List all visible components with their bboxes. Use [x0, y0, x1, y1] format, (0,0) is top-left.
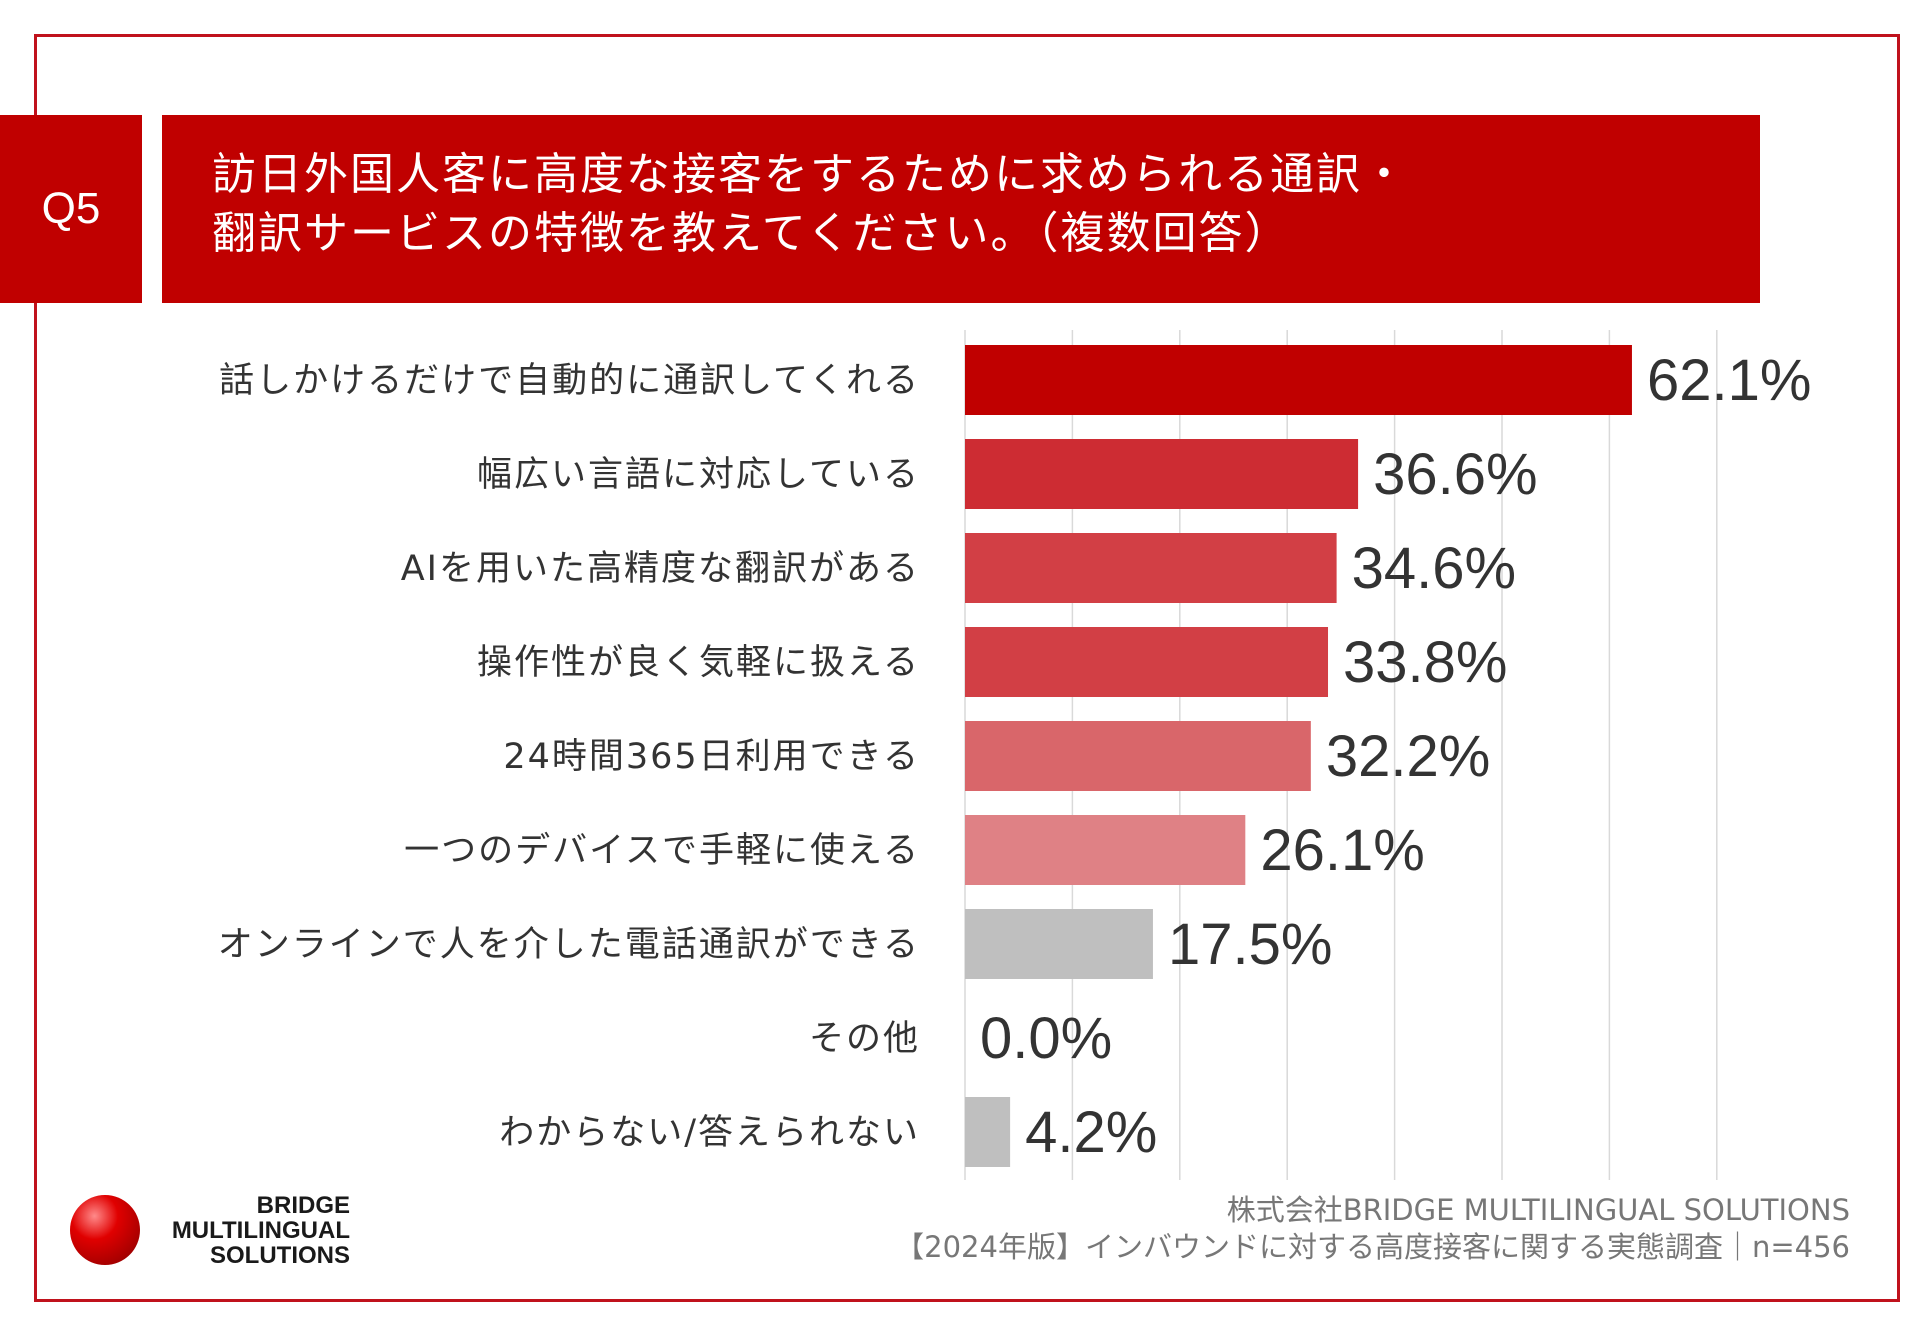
logo-text-line2: MULTILINGUAL [171, 1217, 350, 1244]
category-label: 幅広い言語に対応している [477, 455, 920, 495]
logo-text-line1: BRIDGE [256, 1192, 350, 1219]
question-title-line2: 翻訳サービスの特徴を教えてください。（複数回答） [212, 208, 1291, 259]
logo-sphere-icon [70, 1195, 140, 1265]
question-title-line1: 訪日外国人客に高度な接客をするために求められる通訳・ [212, 149, 1408, 200]
bar [965, 627, 1329, 697]
bar [965, 909, 1153, 979]
question-badge: Q5 [0, 115, 142, 303]
value-label: 0.0% [980, 1006, 1112, 1071]
value-label: 36.6% [1373, 442, 1537, 507]
bar [965, 439, 1359, 509]
value-label: 33.8% [1343, 630, 1507, 695]
category-label: オンラインで人を介した電話通訳ができる [218, 925, 920, 965]
bar [965, 345, 1632, 415]
bar [965, 815, 1246, 885]
value-label: 32.2% [1326, 724, 1490, 789]
bar [965, 721, 1311, 791]
value-label: 34.6% [1352, 536, 1516, 601]
company-logo: BRIDGE MULTILINGUAL SOLUTIONS [70, 1193, 350, 1273]
question-title-box: 訪日外国人客に高度な接客をするために求められる通訳・ 翻訳サービスの特徴を教えて… [162, 115, 1760, 303]
value-label: 4.2% [1025, 1100, 1157, 1165]
outer-frame [34, 34, 1900, 1302]
bar [965, 1097, 1011, 1167]
category-label: その他 [809, 1019, 920, 1059]
logo-text: BRIDGE MULTILINGUAL SOLUTIONS [172, 1193, 350, 1268]
category-label: わからない/答えられない [499, 1113, 920, 1153]
source-company: 株式会社BRIDGE MULTILINGUAL SOLUTIONS [1226, 1193, 1850, 1227]
source-note: 株式会社BRIDGE MULTILINGUAL SOLUTIONS 【2024年… [895, 1192, 1850, 1266]
category-label: AIを用いた高精度な翻訳がある [401, 549, 920, 589]
category-label: 操作性が良く気軽に扱える [477, 643, 920, 683]
logo-text-line3: SOLUTIONS [209, 1242, 350, 1269]
bar [965, 533, 1337, 603]
question-number: Q5 [41, 184, 101, 233]
value-label: 26.1% [1260, 818, 1424, 883]
category-label: 話しかけるだけで自動的に通訳してくれる [219, 361, 920, 401]
source-survey: 【2024年版】インバウンドに対する高度接客に関する実態調査｜n=456 [895, 1230, 1850, 1264]
value-label: 62.1% [1647, 348, 1811, 413]
category-label: 24時間365日利用できる [503, 737, 920, 777]
value-label: 17.5% [1168, 912, 1332, 977]
category-label: 一つのデバイスで手軽に使える [404, 831, 920, 871]
